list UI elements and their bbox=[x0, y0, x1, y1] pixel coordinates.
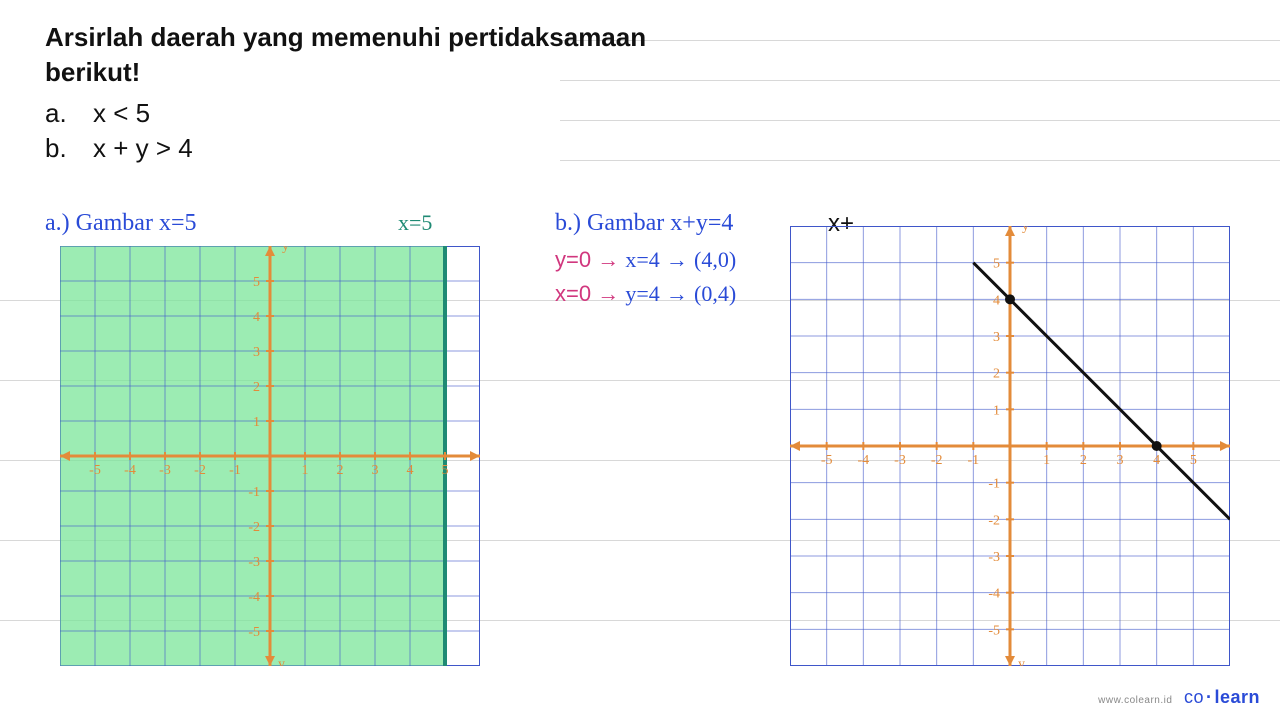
option-b: b. x + y > 4 bbox=[45, 131, 646, 166]
svg-text:2: 2 bbox=[253, 380, 260, 395]
svg-text:1: 1 bbox=[993, 403, 1000, 418]
svg-text:5: 5 bbox=[253, 275, 260, 290]
svg-text:1: 1 bbox=[302, 463, 309, 478]
svg-text:-3: -3 bbox=[988, 550, 1000, 565]
svg-text:-4: -4 bbox=[857, 453, 869, 468]
svg-text:y: y bbox=[278, 657, 285, 666]
svg-text:1: 1 bbox=[1043, 453, 1050, 468]
option-a: a. x < 5 bbox=[45, 96, 646, 131]
svg-text:-2: -2 bbox=[988, 513, 1000, 528]
svg-text:2: 2 bbox=[337, 463, 344, 478]
svg-text:-2: -2 bbox=[248, 520, 260, 535]
svg-text:-5: -5 bbox=[988, 623, 1000, 638]
svg-text:4: 4 bbox=[993, 293, 1000, 308]
svg-text:4: 4 bbox=[1153, 453, 1160, 468]
svg-text:5: 5 bbox=[1190, 453, 1197, 468]
svg-text:2: 2 bbox=[1080, 453, 1087, 468]
svg-text:-3: -3 bbox=[894, 453, 906, 468]
svg-text:y: y bbox=[282, 246, 289, 254]
svg-text:-5: -5 bbox=[89, 463, 101, 478]
svg-text:5: 5 bbox=[993, 257, 1000, 272]
graph-a: -5-5-4-4-3-3-2-2-1-11122334455xyyx bbox=[60, 246, 480, 666]
svg-text:3: 3 bbox=[993, 330, 1000, 345]
svg-text:4: 4 bbox=[407, 463, 414, 478]
graph-b: -5-5-4-4-3-3-2-2-1-11122334455xyyx bbox=[790, 226, 1230, 666]
watermark: www.colearn.id co·learn bbox=[1098, 687, 1260, 708]
svg-text:-4: -4 bbox=[124, 463, 136, 478]
svg-text:-2: -2 bbox=[931, 453, 943, 468]
svg-text:-3: -3 bbox=[159, 463, 171, 478]
svg-text:-1: -1 bbox=[248, 485, 260, 500]
svg-text:4: 4 bbox=[253, 310, 260, 325]
svg-text:-4: -4 bbox=[248, 590, 260, 605]
svg-text:2: 2 bbox=[993, 367, 1000, 382]
svg-text:1: 1 bbox=[253, 415, 260, 430]
svg-text:-2: -2 bbox=[194, 463, 206, 478]
svg-text:3: 3 bbox=[372, 463, 379, 478]
svg-text:-5: -5 bbox=[821, 453, 833, 468]
panel-a-title: a.) Gambar x=5 bbox=[45, 210, 525, 237]
question-block: Arsirlah daerah yang memenuhi pertidaksa… bbox=[45, 20, 646, 166]
svg-text:3: 3 bbox=[1117, 453, 1124, 468]
svg-text:y: y bbox=[1022, 226, 1029, 234]
svg-text:-1: -1 bbox=[229, 463, 241, 478]
question-line2: berikut! bbox=[45, 55, 646, 90]
svg-text:-1: -1 bbox=[988, 477, 1000, 492]
svg-text:-4: -4 bbox=[988, 587, 1000, 602]
svg-text:y: y bbox=[1018, 657, 1025, 666]
svg-text:-1: -1 bbox=[967, 453, 979, 468]
svg-text:-3: -3 bbox=[248, 555, 260, 570]
svg-text:5: 5 bbox=[442, 463, 449, 478]
xeq5-label: x=5 bbox=[398, 210, 432, 236]
svg-text:-5: -5 bbox=[248, 625, 260, 640]
svg-text:3: 3 bbox=[253, 345, 260, 360]
question-line1: Arsirlah daerah yang memenuhi pertidaksa… bbox=[45, 20, 646, 55]
